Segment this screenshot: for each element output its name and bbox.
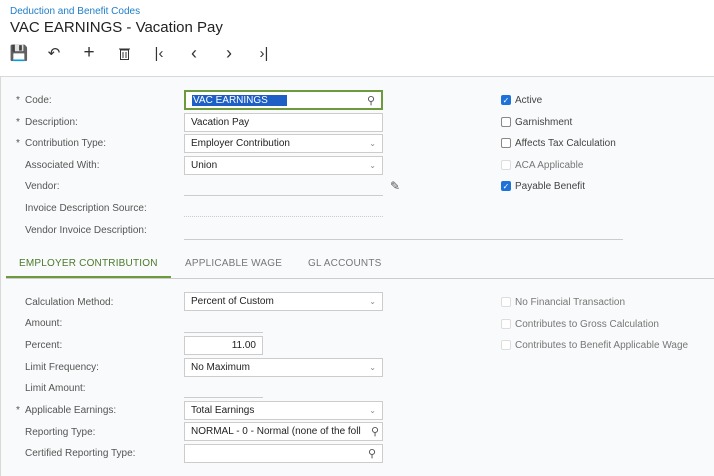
undo-icon[interactable]: ↶ (47, 45, 61, 62)
active-checkbox[interactable]: ✓ (501, 95, 511, 105)
vendor-invoice-description-label: Vendor Invoice Description: (25, 225, 147, 236)
prev-icon[interactable]: ‹ (191, 42, 197, 63)
applicable-earnings-select[interactable]: Total Earnings ⌄ (184, 401, 383, 420)
certified-reporting-type-label: Certified Reporting Type: (25, 448, 136, 459)
vendor-label: Vendor: (25, 181, 60, 192)
save-icon[interactable]: 💾 (9, 45, 29, 62)
tab-divider (6, 278, 714, 279)
breadcrumb[interactable]: Deduction and Benefit Codes (10, 6, 141, 17)
chevron-down-icon: ⌄ (369, 139, 376, 148)
applicable-earnings-label: * Applicable Earnings: (16, 405, 117, 416)
limit-amount-label: Limit Amount: (25, 383, 86, 394)
tab-applicable-wage[interactable]: APPLICABLE WAGE (185, 258, 283, 269)
last-icon[interactable]: ›| (259, 44, 269, 62)
next-icon[interactable]: › (226, 42, 232, 63)
contribution-type-select[interactable]: Employer Contribution ⌄ (184, 134, 383, 153)
chevron-down-icon: ⌄ (369, 406, 376, 415)
reporting-type-input[interactable]: NORMAL - 0 - Normal (none of the foll ⚲ (184, 422, 383, 441)
aca-applicable-checkbox[interactable] (501, 160, 511, 170)
search-icon[interactable]: ⚲ (370, 426, 379, 438)
contributes-to-benefit-applicable-wage-label: Contributes to Benefit Applicable Wage (515, 340, 689, 351)
trash-icon[interactable] (114, 44, 134, 62)
percent-input[interactable]: 11.00 (184, 336, 263, 355)
tab-gl-accounts[interactable]: GL ACCOUNTS (308, 258, 382, 269)
affects-tax-calculation-label: Affects Tax Calculation (515, 138, 616, 149)
reporting-type-label: Reporting Type: (25, 427, 96, 438)
search-icon[interactable]: ⚲ (366, 94, 375, 107)
garnishment-checkbox[interactable] (501, 117, 511, 127)
vendor-input[interactable] (184, 195, 383, 196)
aca-applicable-label: ACA Applicable (515, 160, 584, 171)
code-label: * Code: (16, 95, 52, 106)
invoice-description-source-input[interactable] (184, 216, 383, 217)
certified-reporting-type-input[interactable]: ⚲ (184, 444, 383, 463)
associated-with-label: Associated With: (25, 160, 100, 171)
limit-frequency-select[interactable]: No Maximum ⌄ (184, 358, 383, 377)
contribution-type-label: * Contribution Type: (16, 138, 106, 149)
associated-with-select[interactable]: Union ⌄ (184, 156, 383, 175)
active-tab-indicator (6, 276, 171, 278)
no-financial-transaction-checkbox[interactable] (501, 297, 511, 307)
vendor-invoice-description-input[interactable] (184, 239, 623, 240)
payable-benefit-label: Payable Benefit (515, 181, 586, 192)
pencil-icon[interactable]: ✎ (390, 179, 401, 193)
affects-tax-calculation-checkbox[interactable] (501, 138, 511, 148)
contributes-to-benefit-applicable-wage-checkbox[interactable] (501, 340, 511, 350)
chevron-down-icon: ⌄ (369, 161, 376, 170)
invoice-description-source-label: Invoice Description Source: (25, 203, 147, 214)
page-title: VAC EARNINGS - Vacation Pay (10, 19, 223, 36)
limit-frequency-label: Limit Frequency: (25, 362, 99, 373)
tab-employer-contribution[interactable]: EMPLOYER CONTRIBUTION (19, 258, 158, 269)
description-input[interactable]: Vacation Pay (184, 113, 383, 132)
first-icon[interactable]: |‹ (154, 44, 164, 62)
chevron-down-icon: ⌄ (369, 363, 376, 372)
search-icon[interactable]: ⚲ (367, 448, 376, 460)
amount-label: Amount: (25, 318, 63, 329)
calculation-method-label: Calculation Method: (25, 297, 114, 308)
chevron-down-icon: ⌄ (369, 297, 376, 306)
amount-input[interactable] (184, 332, 263, 333)
payable-benefit-checkbox[interactable]: ✓ (501, 181, 511, 191)
plus-icon[interactable]: + (83, 42, 95, 63)
percent-label: Percent: (25, 340, 63, 351)
code-input[interactable]: VAC EARNINGS ⚲ (184, 90, 383, 110)
no-financial-transaction-label: No Financial Transaction (515, 297, 626, 308)
calculation-method-select[interactable]: Percent of Custom ⌄ (184, 292, 383, 311)
limit-amount-input[interactable] (184, 397, 263, 398)
garnishment-label: Garnishment (515, 117, 573, 128)
contributes-to-gross-calculation-label: Contributes to Gross Calculation (515, 319, 659, 330)
contributes-to-gross-calculation-checkbox[interactable] (501, 319, 511, 329)
active-label: Active (515, 95, 543, 106)
description-label: * Description: (16, 117, 78, 128)
